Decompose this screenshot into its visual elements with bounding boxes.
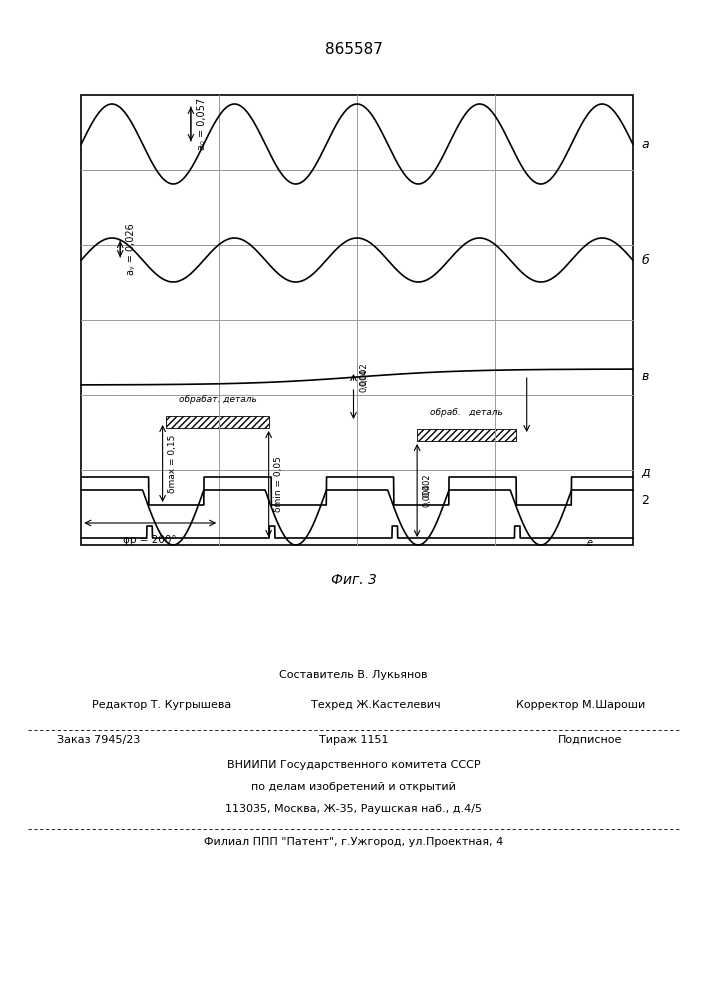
Text: Филиал ППП "Патент", г.Ужгород, ул.Проектная, 4: Филиал ППП "Патент", г.Ужгород, ул.Проек… (204, 837, 503, 847)
Text: ВНИИПИ Государственного комитета СССР: ВНИИПИ Государственного комитета СССР (227, 760, 480, 770)
Text: 113035, Москва, Ж-35, Раушская наб., д.4/5: 113035, Москва, Ж-35, Раушская наб., д.4… (225, 804, 482, 814)
Text: Фиг. 3: Фиг. 3 (331, 573, 376, 587)
Text: а: а (641, 137, 649, 150)
Text: по делам изобретений и открытий: по делам изобретений и открытий (251, 782, 456, 792)
Text: д: д (641, 466, 650, 479)
Text: е: е (587, 538, 592, 548)
Text: Подписное: Подписное (558, 735, 622, 745)
Text: 0,004: 0,004 (423, 484, 432, 507)
Text: Тираж 1151: Тираж 1151 (319, 735, 388, 745)
Bar (166, 416, 269, 428)
Text: 0,004: 0,004 (359, 368, 368, 392)
Text: 865587: 865587 (325, 42, 382, 57)
Text: 2: 2 (641, 493, 649, 506)
Text: Редактор Т. Кугрышева: Редактор Т. Кугрышева (92, 700, 231, 710)
Text: δmax = 0,15: δmax = 0,15 (168, 434, 177, 493)
Bar (417, 429, 516, 441)
Text: φр = 200°: φр = 200° (124, 535, 177, 545)
Text: б: б (641, 253, 649, 266)
Bar (81, 95, 633, 545)
Text: 0,002: 0,002 (359, 362, 368, 386)
Text: обраб.   деталь: обраб. деталь (431, 408, 503, 417)
Text: Составитель В. Лукьянов: Составитель В. Лукьянов (279, 670, 428, 680)
Text: 0,002: 0,002 (423, 474, 432, 497)
Text: δmin = 0,05: δmin = 0,05 (274, 456, 284, 512)
Text: Техред Ж.Кастелевич: Техред Ж.Кастелевич (311, 700, 440, 710)
Text: Заказ 7945/23: Заказ 7945/23 (57, 735, 140, 745)
Text: Корректор М.Шароши: Корректор М.Шароши (516, 700, 645, 710)
Text: в: в (641, 370, 648, 383)
Text: aᵧ = 0,026: aᵧ = 0,026 (126, 223, 136, 275)
Text: обрабат. деталь: обрабат. деталь (179, 395, 256, 404)
Text: a₀ = 0,057: a₀ = 0,057 (197, 98, 206, 150)
